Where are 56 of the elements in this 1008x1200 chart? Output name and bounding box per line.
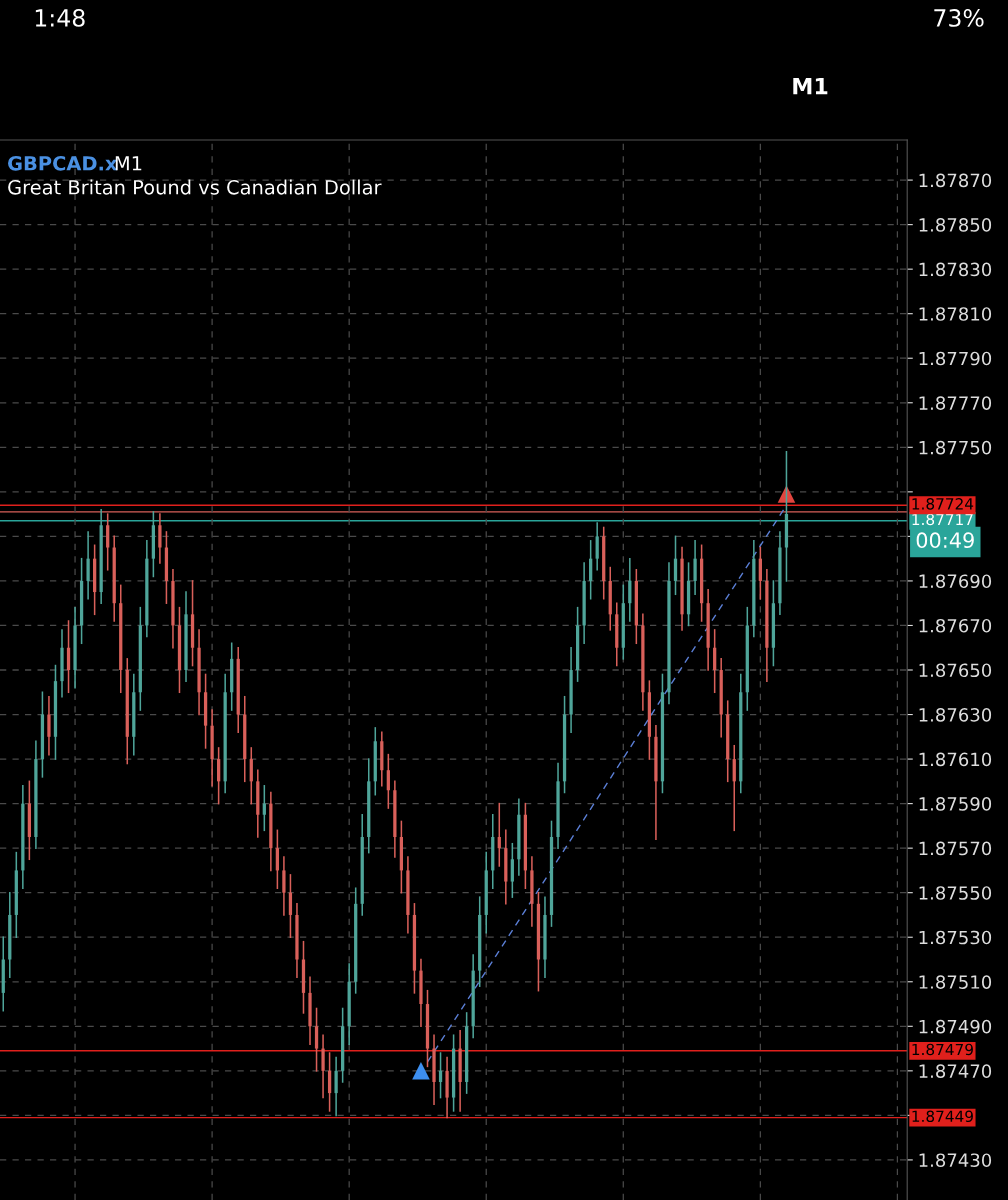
y-tick-label: 1.87790 — [919, 351, 992, 366]
y-tick-label: 1.87570 — [919, 841, 992, 856]
text: 1:48 — [35, 8, 85, 27]
candlestick — [673, 535, 678, 596]
text: 73% — [934, 8, 984, 27]
y-tick-label: 1.87530 — [919, 930, 992, 945]
candlestick — [713, 629, 717, 694]
candlestick — [262, 785, 266, 832]
y-tick-label: 1.87590 — [919, 797, 992, 811]
ref-line-label: 1.87724 — [912, 498, 974, 510]
candlestick — [327, 1052, 332, 1112]
y-tick-label: 1.87690 — [919, 574, 992, 589]
annotation: M1 — [115, 156, 142, 171]
y-tick-label: 1.87830 — [919, 262, 992, 277]
candlestick — [288, 874, 293, 938]
candlestick — [595, 522, 599, 571]
ref-line-label: 1.87479 — [912, 1043, 973, 1056]
candlestick — [510, 842, 514, 898]
candlestick — [66, 620, 71, 694]
y-tick-label: 1.87750 — [919, 440, 992, 455]
y-tick-label: 1.87670 — [919, 618, 992, 633]
y-tick-label: 1.87630 — [919, 708, 992, 722]
candlestick — [758, 546, 762, 600]
candlestick — [589, 540, 593, 600]
candlestick — [314, 1007, 319, 1072]
candlestick — [217, 747, 221, 805]
y-tick-label: 1.87610 — [919, 752, 992, 767]
candlestick — [334, 1056, 338, 1117]
candlestick — [47, 695, 51, 756]
candlestick — [497, 802, 501, 867]
y-tick-label: 1.87650 — [919, 663, 992, 678]
candlestick — [321, 1034, 325, 1099]
y-tick-label: 1.87510 — [919, 975, 992, 989]
text: Great Britan Pound vs Canadian Dollar — [8, 179, 382, 195]
text: GBPCAD.x — [8, 155, 118, 171]
candlestick — [386, 753, 390, 809]
y-tick-label: 1.87770 — [919, 396, 992, 410]
y-tick-label: 1.87870 — [919, 173, 992, 188]
ref-line-label: 1.87717 — [912, 513, 973, 526]
candlestick — [86, 531, 90, 600]
candlestick — [732, 744, 736, 832]
text: 00:49 — [916, 532, 974, 549]
ref-line-label: 1.87449 — [912, 1110, 973, 1123]
text: M1 — [793, 77, 828, 95]
candlestick — [628, 557, 632, 622]
candlestick — [275, 829, 280, 890]
y-tick-label: 1.87810 — [919, 307, 992, 321]
y-tick-label: 1.87850 — [919, 218, 992, 232]
candlestick — [282, 856, 286, 916]
y-tick-label: 1.87490 — [919, 1019, 992, 1034]
y-tick-label: 1.87470 — [919, 1064, 992, 1078]
candlestick — [693, 540, 697, 596]
y-tick-label: 1.87430 — [919, 1153, 992, 1168]
candlestick — [438, 1052, 443, 1099]
candlestick — [249, 747, 253, 805]
y-tick-label: 1.87550 — [919, 886, 992, 900]
